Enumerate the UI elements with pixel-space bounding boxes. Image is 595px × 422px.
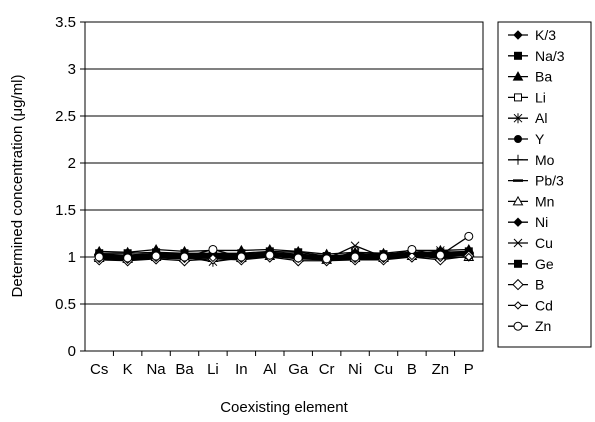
y-tick-label: 1.5 xyxy=(55,202,76,219)
data-point xyxy=(512,278,524,291)
data-point xyxy=(151,251,161,261)
legend-label: Pb/3 xyxy=(535,173,564,189)
data-point xyxy=(407,251,417,261)
x-tick-label: Cs xyxy=(90,361,108,378)
data-point xyxy=(512,195,524,206)
data-point xyxy=(514,51,522,60)
data-point xyxy=(208,253,218,263)
data-point xyxy=(513,321,523,331)
x-tick-label: Cr xyxy=(319,361,335,378)
data-point xyxy=(513,113,523,124)
y-tick-label: 0 xyxy=(68,343,76,360)
data-point xyxy=(514,93,522,102)
legend-label: Zn xyxy=(535,318,551,334)
legend-label: Mn xyxy=(535,193,554,209)
y-tick-label: 0.5 xyxy=(55,296,76,313)
y-tick-label: 2 xyxy=(68,155,76,172)
legend-label: Cd xyxy=(535,297,553,313)
legend-item: Ba xyxy=(508,69,552,85)
x-tick-label: Ni xyxy=(348,361,362,378)
data-point xyxy=(236,252,246,262)
legend-label: B xyxy=(535,277,544,293)
legend-item: Cu xyxy=(508,235,553,251)
data-point xyxy=(350,241,360,251)
series-lines xyxy=(93,231,475,267)
legend-label: Li xyxy=(535,89,546,105)
legend-label: Ni xyxy=(535,214,548,230)
data-point xyxy=(123,253,133,263)
data-point xyxy=(513,30,523,40)
legend-item: B xyxy=(508,277,544,293)
legend-item: Mo xyxy=(508,152,555,168)
data-point xyxy=(513,154,523,165)
legend-label: Ge xyxy=(535,256,554,272)
legend-item: Mn xyxy=(508,193,554,209)
series-line xyxy=(99,235,470,260)
data-point xyxy=(208,244,218,254)
legend-item: Cd xyxy=(508,297,553,313)
x-tick-label: Li xyxy=(207,361,219,378)
y-axis-label: Determined concentration (μg/ml) xyxy=(9,75,26,298)
x-tick-label: B xyxy=(407,361,417,378)
legend-label: Cu xyxy=(535,235,553,251)
plot-area xyxy=(84,21,484,352)
data-point xyxy=(350,252,360,262)
x-tick-label: Ga xyxy=(288,361,309,378)
series-line xyxy=(99,255,469,261)
data-point xyxy=(513,301,523,310)
legend-item: Na/3 xyxy=(508,48,565,64)
legend-item: Y xyxy=(508,131,545,147)
data-point xyxy=(464,252,473,262)
data-point xyxy=(180,252,189,262)
data-point xyxy=(512,71,524,81)
legend-label: Na/3 xyxy=(535,48,565,64)
data-point xyxy=(514,259,522,268)
legend-item: Zn xyxy=(508,318,551,334)
data-point xyxy=(464,231,474,241)
x-tick-label: Ba xyxy=(175,361,194,378)
y-tick-label: 3 xyxy=(68,61,76,78)
data-point xyxy=(379,252,388,262)
gridlines xyxy=(85,68,483,305)
data-point xyxy=(407,244,417,254)
x-tick-label: Zn xyxy=(432,361,450,378)
legend-item: Al xyxy=(508,110,547,126)
y-tick-label: 3.5 xyxy=(55,14,76,31)
y-axis-ticks: 0 0.5 1 1.5 2 2.5 3 3.5 xyxy=(55,14,85,360)
legend-item: K/3 xyxy=(508,27,556,43)
data-point xyxy=(513,238,523,248)
data-point xyxy=(435,250,445,260)
x-tick-label: In xyxy=(235,361,248,378)
data-point xyxy=(293,253,303,263)
x-tick-label: P xyxy=(464,361,474,378)
series-line xyxy=(99,253,469,259)
legend-label: Al xyxy=(535,110,547,126)
legend-label: Ba xyxy=(535,69,552,85)
data-point xyxy=(94,252,104,262)
legend-item: Pb/3 xyxy=(508,173,564,189)
x-tick-label: Na xyxy=(146,361,166,378)
x-tick-label: Cu xyxy=(374,361,393,378)
x-tick-label: K xyxy=(123,361,133,378)
legend: K/3 Na/3 Ba Li Al Y Mo Pb/3 Mn Ni Cu Ge B Cd Zn xyxy=(497,21,592,348)
data-point xyxy=(265,250,275,260)
series-zn xyxy=(94,231,474,264)
legend-item: Li xyxy=(508,89,546,105)
y-tick-label: 1 xyxy=(68,249,76,266)
x-tick-label: Al xyxy=(263,361,276,378)
legend-label: Y xyxy=(535,131,545,147)
legend-item: Ge xyxy=(508,256,554,272)
data-point xyxy=(514,135,522,143)
legend-item: Ni xyxy=(508,214,548,230)
y-tick-label: 2.5 xyxy=(55,108,76,125)
legend-label: Mo xyxy=(535,152,555,168)
data-point xyxy=(322,254,332,264)
legend-label: K/3 xyxy=(535,27,556,43)
x-axis-label: Coexisting element xyxy=(220,399,348,416)
data-point xyxy=(513,217,523,227)
x-axis-ticks: Cs K Na Ba Li In Al Ga Cr Ni Cu B Zn P xyxy=(90,351,474,378)
